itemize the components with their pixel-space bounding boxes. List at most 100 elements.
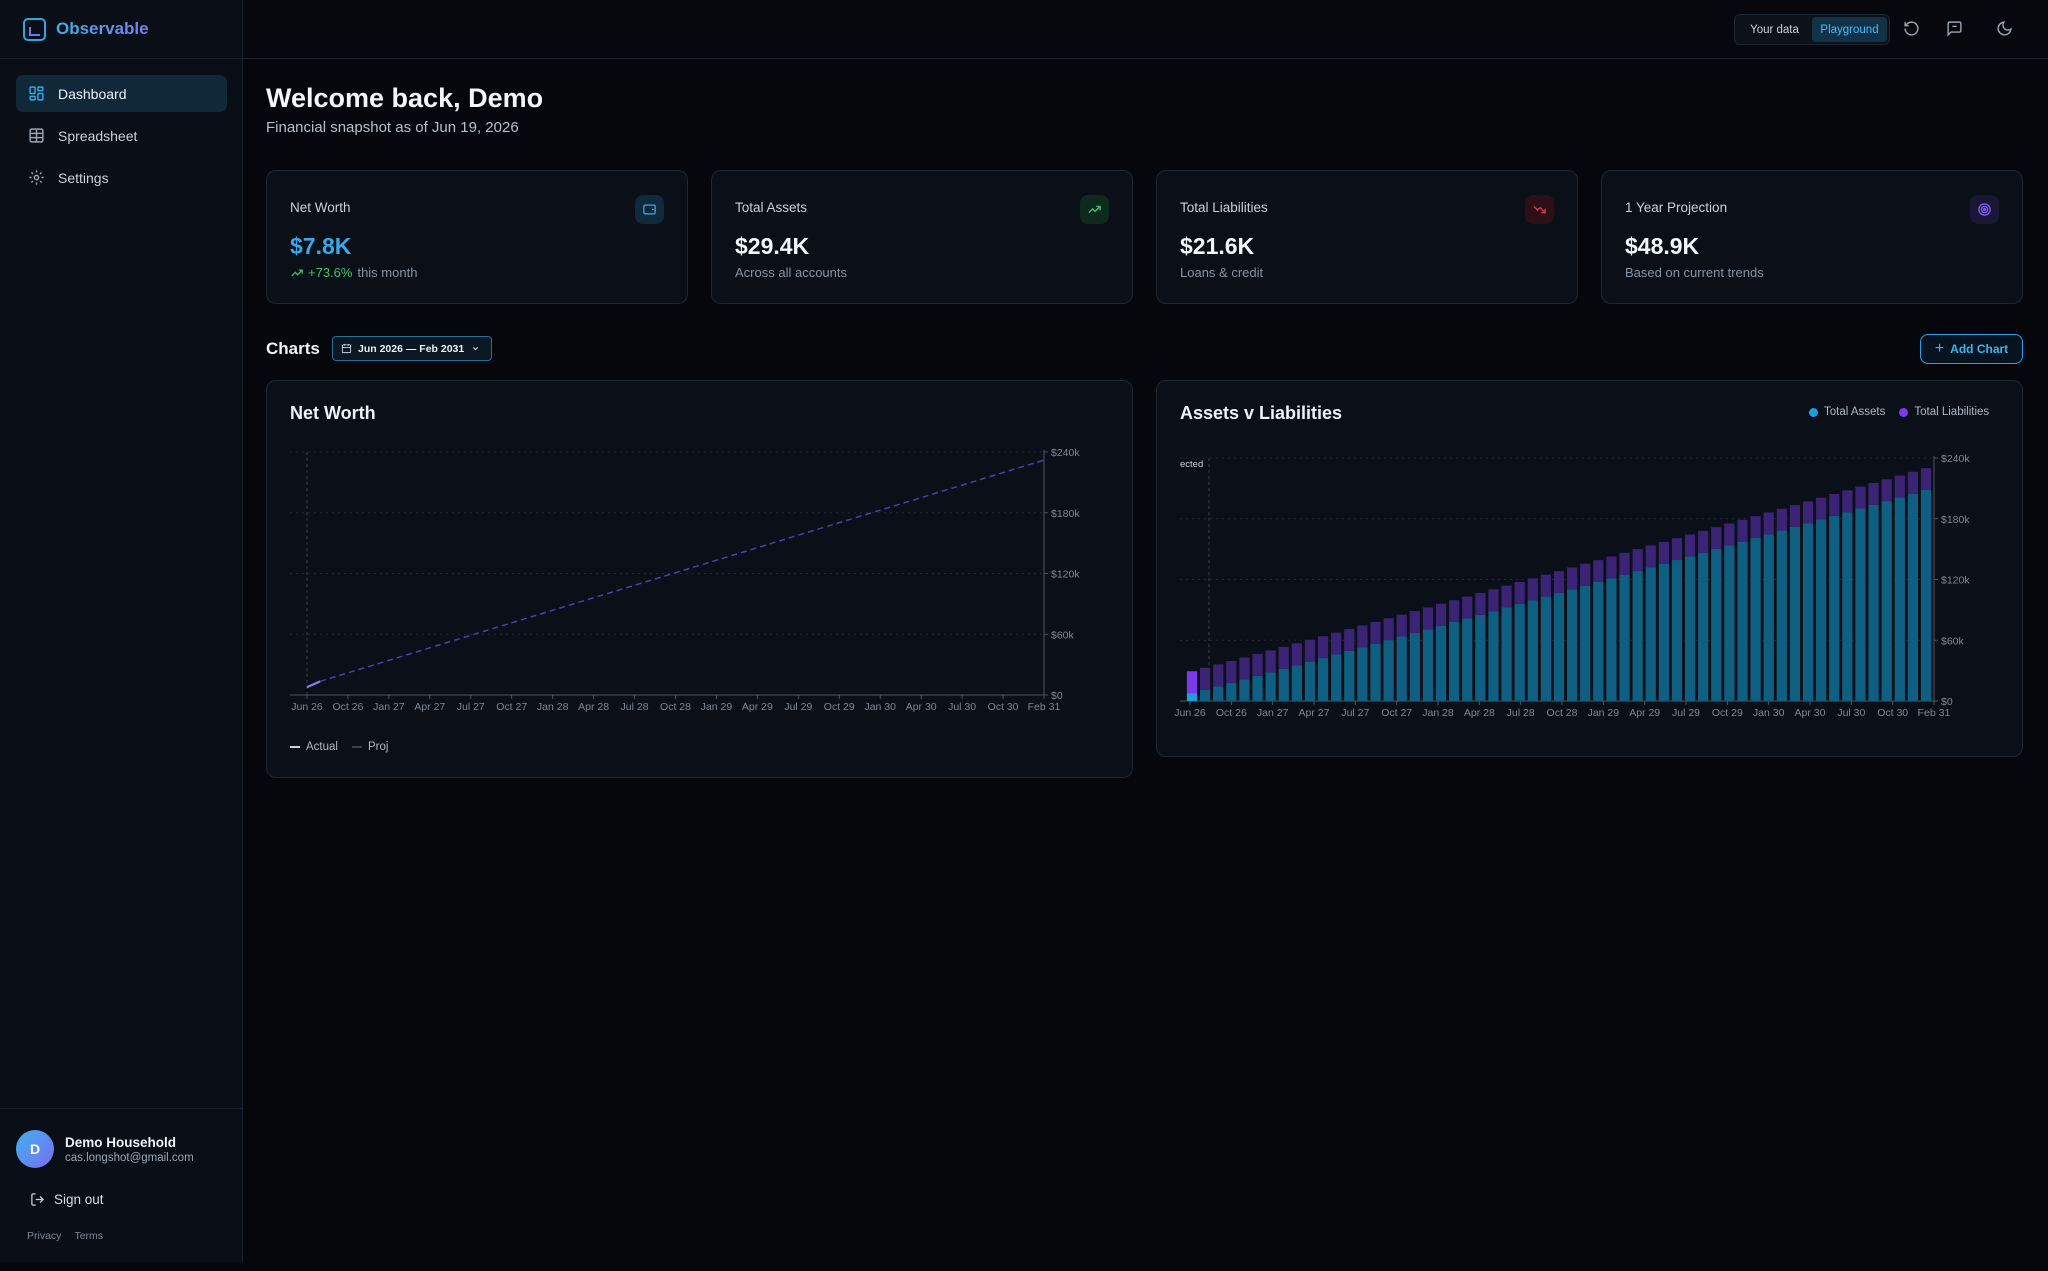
- bar-liabilities: [1566, 567, 1578, 590]
- net-worth-card: Net Worth $7.8K +73.6% this month: [266, 170, 688, 304]
- target-icon: [1970, 195, 1999, 224]
- bar-assets: [1186, 693, 1198, 701]
- series-actual: [306, 680, 321, 689]
- legend-assets[interactable]: Total Assets: [1824, 406, 1886, 418]
- y-tick-label: $60k: [1051, 629, 1075, 641]
- bar-assets: [1658, 563, 1669, 701]
- add-chart-button[interactable]: + Add Chart: [1920, 334, 2023, 364]
- bar-assets: [1383, 640, 1394, 701]
- assets-liabilities-chart: $0 $60k $120k $180k $240k Jun 26 Oct 26 Jan 27 A…: [1174, 453, 1970, 719]
- x-tick-label: Oct 29: [1712, 707, 1743, 719]
- sidebar: Observable Dashboard Spreadsheet Setting…: [0, 0, 243, 1262]
- bar-assets: [1776, 530, 1787, 701]
- x-tick-label: Oct 28: [660, 701, 691, 713]
- bar-assets: [1881, 501, 1892, 701]
- card-value: $29.4K: [735, 233, 810, 259]
- bar-liabilities: [1750, 516, 1761, 538]
- date-range-picker[interactable]: Jun 2026 — Feb 2031: [332, 336, 492, 361]
- bar-assets: [1763, 534, 1774, 701]
- x-tick-label: Jan 28: [1422, 707, 1454, 719]
- wallet-icon: [635, 195, 664, 224]
- moon-icon[interactable]: [1996, 20, 2013, 37]
- bar-assets: [1632, 571, 1643, 701]
- app-name: Observable: [56, 19, 149, 38]
- legend-swatch-actual: [290, 746, 300, 748]
- x-tick-label: Jul 29: [784, 701, 812, 713]
- bar-liabilities: [1763, 512, 1774, 535]
- sign-out-button[interactable]: Sign out: [30, 1192, 242, 1207]
- x-tick-label: Apr 30: [906, 701, 937, 713]
- x-tick-label: Oct 27: [496, 701, 527, 713]
- bar-liabilities: [1501, 585, 1512, 608]
- card-title: Total Assets: [735, 200, 808, 215]
- bar-assets: [1409, 632, 1420, 701]
- bar-assets: [1750, 537, 1761, 701]
- user-email: cas.longshot@gmail.com: [65, 1151, 194, 1164]
- y-tick-label: $240k: [1941, 453, 1970, 465]
- y-tick-label: $180k: [1941, 514, 1970, 526]
- bar-assets: [1816, 519, 1827, 701]
- x-tick-label: Oct 27: [1381, 707, 1412, 719]
- bar-assets: [1213, 686, 1224, 701]
- bar-assets: [1566, 589, 1578, 701]
- privacy-link[interactable]: Privacy: [27, 1230, 62, 1242]
- bar-assets: [1724, 545, 1735, 701]
- legend-swatch-proj: [351, 746, 362, 748]
- chart-legend: Actual Proj: [290, 741, 388, 753]
- chart-annotation: ected: [1180, 459, 1203, 470]
- x-tick-label: Apr 30: [1795, 707, 1826, 719]
- bar-assets: [1855, 508, 1866, 701]
- bar-liabilities: [1252, 653, 1263, 676]
- legend-liabilities[interactable]: Total Liabilities: [1914, 406, 1990, 418]
- x-tick-label: Jun 26: [1174, 707, 1206, 719]
- bar-liabilities: [1881, 479, 1892, 502]
- sidebar-item-spreadsheet[interactable]: Spreadsheet: [16, 117, 227, 154]
- x-tick-label: Jul 27: [1341, 707, 1369, 719]
- bar-liabilities: [1475, 592, 1486, 615]
- x-tick-label: Jan 28: [537, 701, 569, 713]
- bar-assets: [1396, 636, 1407, 701]
- bar-liabilities: [1449, 600, 1460, 623]
- sidebar-item-label: Spreadsheet: [58, 127, 138, 144]
- x-tick-label: Jul 28: [621, 701, 649, 713]
- net-worth-chart-card: Net Worth $0 $60k $120k $180k $240k Jun 26 Oct…: [266, 380, 1133, 778]
- table-icon: [29, 128, 44, 143]
- sidebar-item-settings[interactable]: Settings: [16, 159, 227, 196]
- bar-liabilities: [1671, 538, 1683, 561]
- terms-link[interactable]: Terms: [74, 1230, 104, 1242]
- bar-liabilities: [1580, 563, 1591, 586]
- bar-assets: [1239, 679, 1250, 701]
- bar-liabilities: [1789, 505, 1801, 527]
- bar-assets: [1422, 629, 1434, 701]
- card-note: +73.6% this month: [290, 265, 417, 280]
- toggle-playground[interactable]: Playground: [1812, 17, 1887, 42]
- bar-liabilities: [1186, 671, 1198, 694]
- user-profile[interactable]: D Demo Household cas.longshot@gmail.com: [16, 1130, 242, 1168]
- bar-liabilities: [1829, 493, 1840, 516]
- legal-links: Privacy Terms: [27, 1230, 242, 1242]
- plus-icon: +: [1934, 340, 1945, 357]
- x-tick-label: Oct 26: [332, 701, 363, 713]
- sidebar-item-dashboard[interactable]: Dashboard: [16, 75, 227, 112]
- bar-assets: [1304, 661, 1316, 701]
- bar-assets: [1291, 665, 1302, 701]
- app-logo[interactable]: Observable: [0, 0, 242, 59]
- chart-title: Net Worth: [290, 403, 376, 423]
- bar-assets: [1527, 600, 1538, 701]
- bar-liabilities: [1842, 490, 1853, 513]
- bar-assets: [1684, 556, 1696, 701]
- x-tick-label: Jan 29: [1588, 707, 1620, 719]
- refresh-icon[interactable]: [1903, 20, 1920, 37]
- bar-liabilities: [1435, 603, 1447, 626]
- legend-swatch-assets: [1809, 407, 1818, 417]
- card-delta: +73.6%: [308, 265, 353, 280]
- total-liabilities-card: Total Liabilities $21.6K Loans & credit: [1156, 170, 1578, 304]
- bar-assets: [1514, 603, 1525, 701]
- bar-assets: [1475, 614, 1486, 701]
- bar-liabilities: [1199, 667, 1211, 690]
- x-tick-label: Apr 28: [578, 701, 609, 713]
- feedback-icon[interactable]: [1946, 20, 1963, 37]
- toggle-your-data[interactable]: Your data: [1750, 23, 1799, 36]
- bar-liabilities: [1619, 552, 1630, 575]
- sign-out-icon: [31, 1193, 45, 1206]
